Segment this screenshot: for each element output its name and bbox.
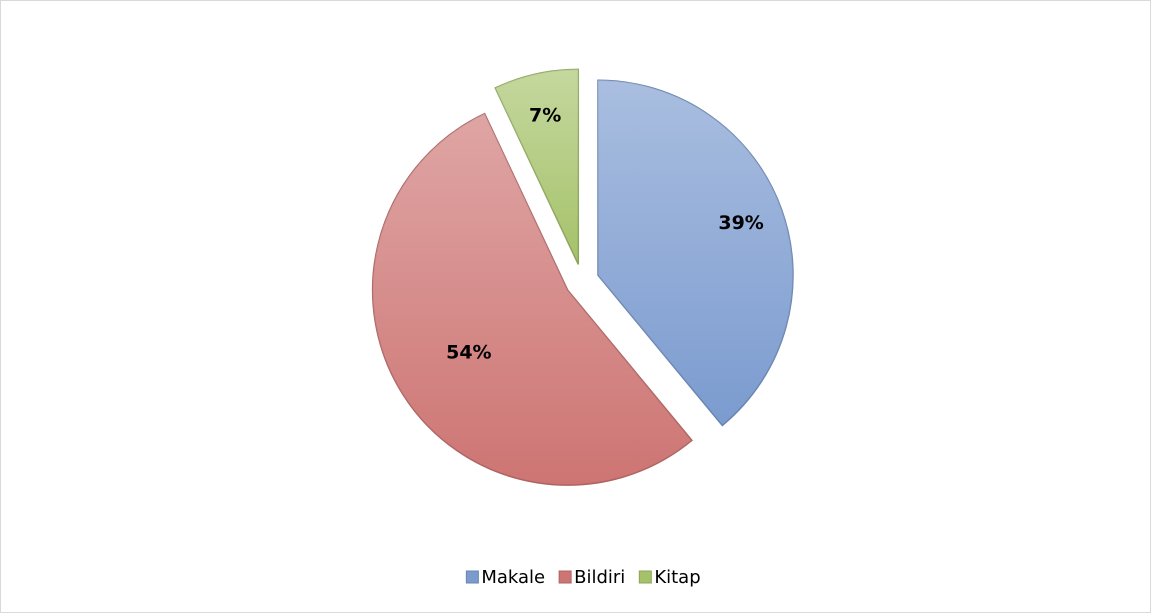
legend-label: Kitap	[654, 567, 700, 588]
legend-label: Bildiri	[574, 567, 625, 588]
legend-label: Makale	[481, 567, 545, 588]
data-label: 7%	[529, 104, 561, 126]
slice-shine	[372, 113, 692, 486]
data-label: 54%	[446, 341, 491, 363]
legend-swatch	[465, 570, 479, 584]
legend: Makale Bildiri Kitap	[465, 567, 701, 588]
data-label: 39%	[718, 212, 763, 234]
slice-shine	[495, 69, 579, 265]
slice-shine	[597, 80, 793, 426]
legend-swatch	[558, 570, 572, 584]
legend-swatch	[638, 570, 652, 584]
